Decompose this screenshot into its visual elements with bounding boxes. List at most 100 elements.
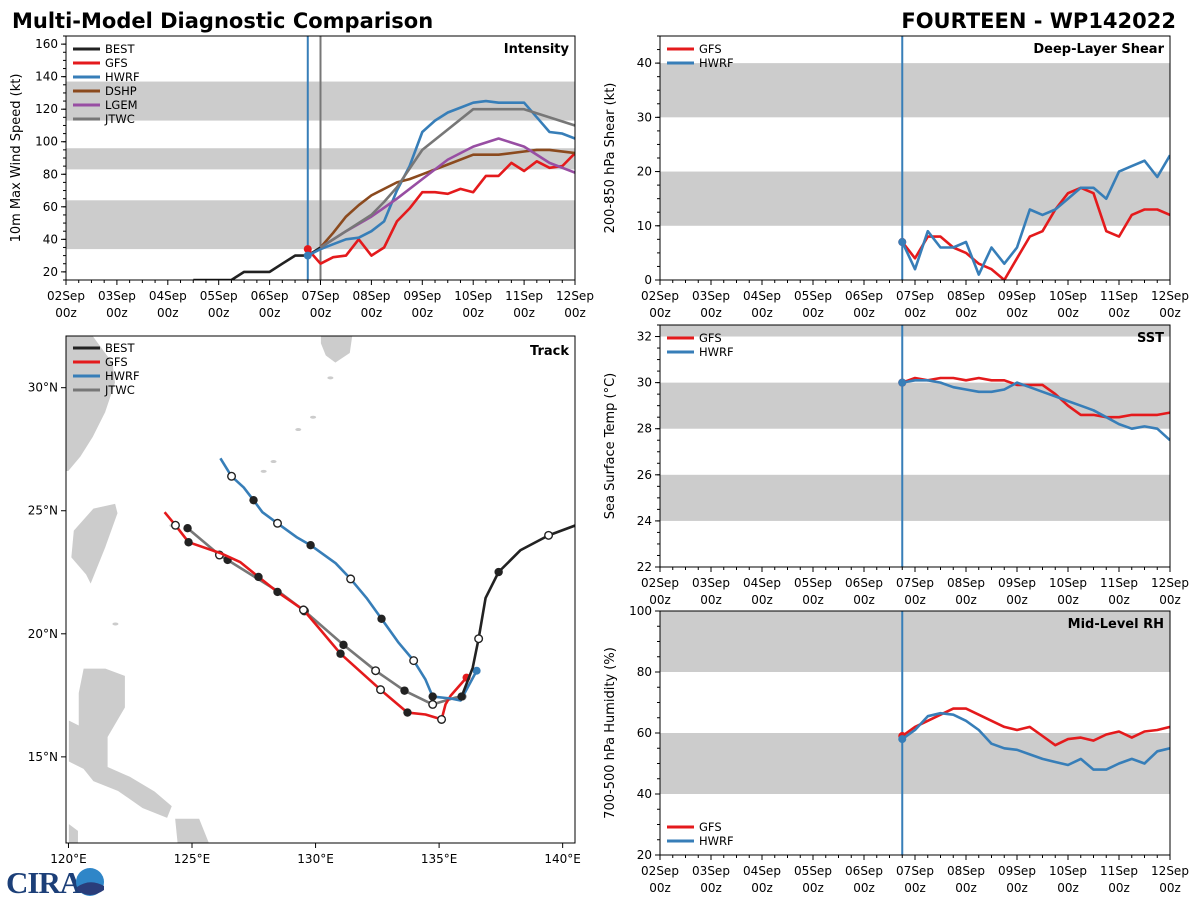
init-point-hwrf: [898, 735, 907, 744]
legend-label: JTWC: [104, 383, 135, 397]
x-tick-label: 08Sep: [947, 289, 985, 303]
y-tick-label: 20°N: [28, 627, 58, 641]
track-marker-filled: [306, 540, 315, 550]
y-tick-label: 80: [637, 665, 652, 679]
plot-area: [66, 336, 575, 843]
y-tick-label: 20: [637, 848, 652, 862]
plot-area: [66, 36, 575, 280]
axes-frame: [65, 335, 576, 844]
x-tick-label: 02Sep: [641, 576, 679, 590]
track-marker-open: [437, 714, 447, 724]
legend-label: GFS: [105, 56, 128, 70]
legend-item-best: BEST: [73, 42, 135, 56]
y-tick-label: 32: [637, 330, 652, 344]
x-tick-label-hour: 00z: [853, 593, 875, 607]
x-tick-label-hour: 00z: [462, 306, 484, 320]
y-tick-label: 40: [637, 787, 652, 801]
x-tick-label-hour: 00z: [853, 881, 875, 895]
x-tick-label-hour: 00z: [106, 306, 128, 320]
x-tick-label: 09Sep: [998, 576, 1036, 590]
series-line-hwrf: [901, 154, 1170, 276]
track-marker-filled: [403, 708, 412, 717]
figure-title: Multi-Model Diagnostic Comparison: [12, 9, 433, 33]
x-tick-label-hour: 00z: [1057, 881, 1079, 895]
x-tick-label-hour: 00z: [751, 881, 773, 895]
legend-label: HWRF: [699, 56, 734, 70]
x-tick-label-hour: 00z: [700, 881, 722, 895]
x-tick-label: 05Sep: [794, 289, 832, 303]
track-marker-open: [227, 471, 237, 481]
legend-item-gfs: GFS: [73, 355, 128, 369]
y-tick-label: 30: [637, 376, 652, 390]
track-best: [460, 524, 575, 698]
x-tick-label-hour: 00z: [1108, 306, 1130, 320]
legend-label: HWRF: [105, 70, 140, 84]
x-tick-label: 06Sep: [845, 289, 883, 303]
y-tick-label: 0: [644, 273, 652, 287]
panel-intensity: 02Sep 00z 03Sep 00z 04Sep 00z 05Sep 00z 06Sep 00z…: [9, 35, 594, 320]
panel-title: Intensity: [504, 42, 570, 57]
track-init-point-hwrf: [472, 666, 481, 675]
y-tick-label: 40: [637, 56, 652, 70]
y-tick-label: 25°N: [28, 504, 58, 518]
x-tick-label: 09Sep: [998, 289, 1036, 303]
island: [270, 460, 277, 464]
x-tick-label: 09Sep: [998, 864, 1036, 878]
y-tick-label: 30: [637, 110, 652, 124]
x-tick-label: 03Sep: [98, 289, 136, 303]
panel-title: Track: [530, 344, 569, 359]
x-tick-label: 11Sep: [505, 289, 543, 303]
x-tick-label-hour: 00z: [55, 306, 77, 320]
series-line-hwrf: [902, 378, 1170, 442]
x-tick-label: 12Sep: [1151, 864, 1189, 878]
y-tick-label: 28: [637, 422, 652, 436]
x-tick-label: 07Sep: [896, 864, 934, 878]
x-tick-label: 11Sep: [1100, 576, 1138, 590]
x-tick-label: 130°E: [297, 852, 334, 866]
x-tick-label: 07Sep: [896, 576, 934, 590]
island: [112, 622, 119, 626]
y-tick-label: 160: [35, 37, 58, 51]
x-tick-label-hour: 00z: [853, 306, 875, 320]
x-tick-label: 125°E: [174, 852, 211, 866]
series-line-gfs: [306, 152, 575, 266]
y-axis-label: 700-500 hPa Humidity (%): [603, 647, 618, 819]
x-tick-label-hour: 00z: [802, 306, 824, 320]
x-tick-label-hour: 00z: [802, 593, 824, 607]
track-marker-filled: [457, 692, 466, 701]
y-axis-label: 10m Max Wind Speed (kt): [9, 74, 24, 243]
legend-label: GFS: [699, 42, 722, 56]
x-tick-label-hour: 00z: [751, 593, 773, 607]
legend-item-gfs: GFS: [73, 56, 128, 70]
legend-item-dshp: DSHP: [73, 84, 137, 98]
x-tick-label-hour: 00z: [361, 306, 383, 320]
x-tick-label: 06Sep: [845, 864, 883, 878]
series-line-jtwc: [319, 107, 575, 249]
shaded-band: [660, 733, 1170, 794]
x-tick-label-hour: 00z: [513, 306, 535, 320]
track-marker-filled: [428, 692, 437, 701]
land: [68, 822, 79, 843]
x-tick-label-hour: 00z: [1159, 306, 1181, 320]
x-tick-label-hour: 00z: [904, 881, 926, 895]
x-tick-label-hour: 00z: [802, 881, 824, 895]
legend-item-jtwc: JTWC: [73, 383, 135, 397]
y-tick-label: 40: [43, 232, 58, 246]
track-marker-filled: [336, 649, 345, 658]
y-axis-label: 200-850 hPa Shear (kt): [603, 83, 618, 234]
init-point-hwrf: [898, 378, 907, 387]
x-tick-label-hour: 00z: [649, 881, 671, 895]
x-tick-label: 06Sep: [251, 289, 289, 303]
track-marker-filled: [183, 524, 192, 533]
x-tick-label: 10Sep: [1049, 864, 1087, 878]
legend-label: HWRF: [699, 834, 734, 848]
y-tick-label: 120: [35, 102, 58, 116]
x-tick-label: 12Sep: [1151, 576, 1189, 590]
legend-label: JTWC: [104, 112, 135, 126]
x-tick-label: 10Sep: [1049, 289, 1087, 303]
track-marker-open: [376, 685, 386, 695]
x-tick-label: 02Sep: [641, 289, 679, 303]
x-tick-label-hour: 00z: [310, 306, 332, 320]
legend-item-hwrf: HWRF: [667, 834, 734, 848]
track-marker-filled: [249, 495, 258, 505]
